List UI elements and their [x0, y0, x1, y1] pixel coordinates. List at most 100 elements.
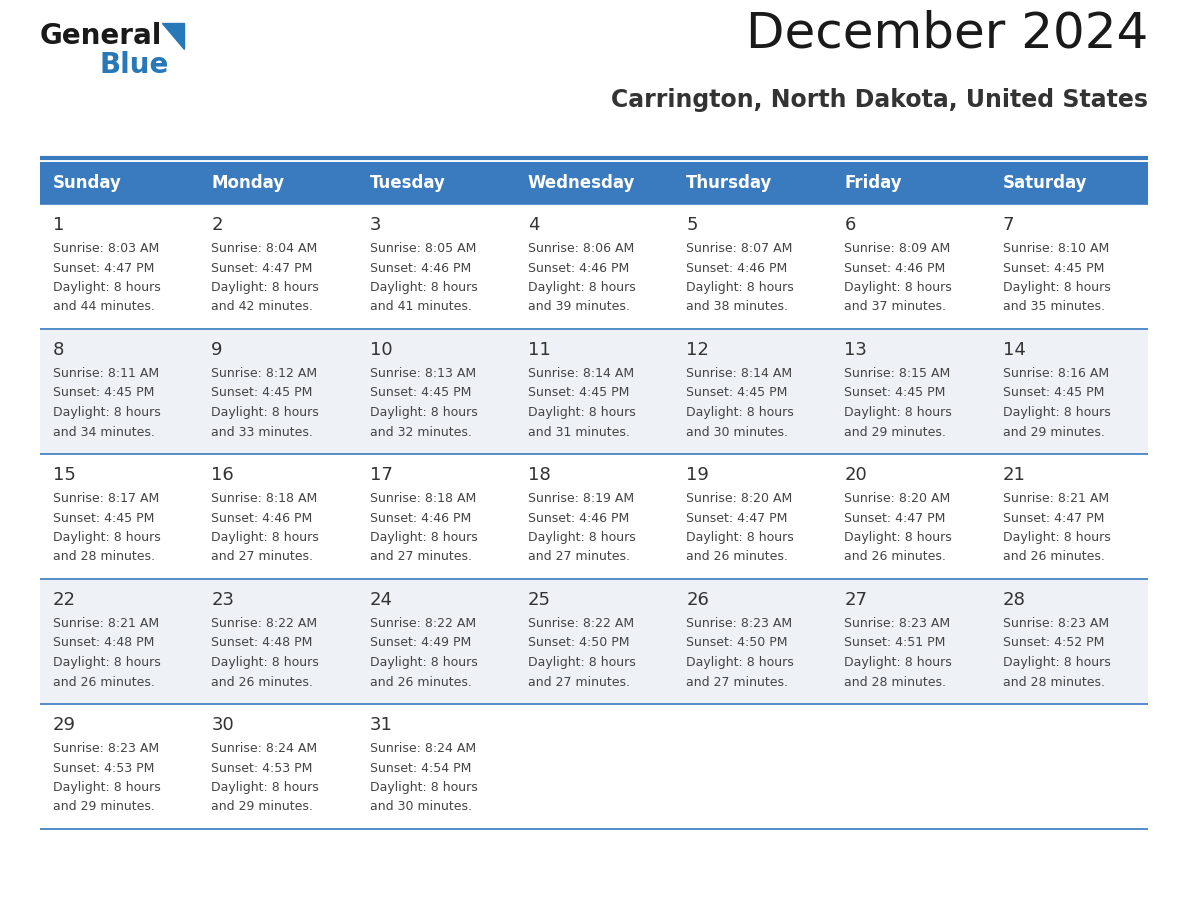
- Text: Sunset: 4:45 PM: Sunset: 4:45 PM: [53, 386, 154, 399]
- Text: 20: 20: [845, 466, 867, 484]
- Text: 21: 21: [1003, 466, 1025, 484]
- Text: Sunrise: 8:06 AM: Sunrise: 8:06 AM: [527, 242, 634, 255]
- Text: Daylight: 8 hours: Daylight: 8 hours: [211, 281, 320, 294]
- Text: Sunrise: 8:22 AM: Sunrise: 8:22 AM: [211, 617, 317, 630]
- Text: 30: 30: [211, 716, 234, 734]
- Text: and 29 minutes.: and 29 minutes.: [1003, 426, 1105, 439]
- Text: Daylight: 8 hours: Daylight: 8 hours: [527, 531, 636, 544]
- Text: Carrington, North Dakota, United States: Carrington, North Dakota, United States: [611, 88, 1148, 112]
- Text: and 28 minutes.: and 28 minutes.: [845, 676, 947, 688]
- Text: Daylight: 8 hours: Daylight: 8 hours: [369, 406, 478, 419]
- Text: Sunset: 4:45 PM: Sunset: 4:45 PM: [527, 386, 630, 399]
- Text: 25: 25: [527, 591, 551, 609]
- Text: 1: 1: [53, 216, 64, 234]
- Text: 23: 23: [211, 591, 234, 609]
- Text: and 28 minutes.: and 28 minutes.: [53, 551, 154, 564]
- Text: 11: 11: [527, 341, 550, 359]
- Text: Daylight: 8 hours: Daylight: 8 hours: [53, 656, 160, 669]
- Text: Sunrise: 8:23 AM: Sunrise: 8:23 AM: [687, 617, 792, 630]
- Text: Sunset: 4:46 PM: Sunset: 4:46 PM: [211, 511, 312, 524]
- Text: 3: 3: [369, 216, 381, 234]
- Text: Sunrise: 8:12 AM: Sunrise: 8:12 AM: [211, 367, 317, 380]
- Text: 17: 17: [369, 466, 392, 484]
- Text: and 41 minutes.: and 41 minutes.: [369, 300, 472, 314]
- Text: Daylight: 8 hours: Daylight: 8 hours: [845, 406, 952, 419]
- Polygon shape: [162, 23, 184, 49]
- Text: Sunset: 4:53 PM: Sunset: 4:53 PM: [53, 762, 154, 775]
- Text: Daylight: 8 hours: Daylight: 8 hours: [211, 531, 320, 544]
- Bar: [40, 162, 1148, 204]
- Text: Sunset: 4:46 PM: Sunset: 4:46 PM: [369, 511, 470, 524]
- Text: and 32 minutes.: and 32 minutes.: [369, 426, 472, 439]
- Text: Sunrise: 8:03 AM: Sunrise: 8:03 AM: [53, 242, 159, 255]
- Text: Sunrise: 8:15 AM: Sunrise: 8:15 AM: [845, 367, 950, 380]
- Text: Sunset: 4:49 PM: Sunset: 4:49 PM: [369, 636, 470, 650]
- Text: 13: 13: [845, 341, 867, 359]
- Text: Sunset: 4:52 PM: Sunset: 4:52 PM: [1003, 636, 1104, 650]
- Text: and 37 minutes.: and 37 minutes.: [845, 300, 947, 314]
- Text: Sunrise: 8:23 AM: Sunrise: 8:23 AM: [53, 742, 159, 755]
- Text: and 27 minutes.: and 27 minutes.: [369, 551, 472, 564]
- Text: Daylight: 8 hours: Daylight: 8 hours: [53, 781, 160, 794]
- Bar: [40, 704, 1148, 829]
- Text: 31: 31: [369, 716, 392, 734]
- Text: Daylight: 8 hours: Daylight: 8 hours: [1003, 281, 1111, 294]
- Text: Daylight: 8 hours: Daylight: 8 hours: [1003, 531, 1111, 544]
- Text: 15: 15: [53, 466, 76, 484]
- Text: Sunrise: 8:10 AM: Sunrise: 8:10 AM: [1003, 242, 1108, 255]
- Text: 26: 26: [687, 591, 709, 609]
- Text: Daylight: 8 hours: Daylight: 8 hours: [687, 406, 794, 419]
- Text: Monday: Monday: [211, 174, 284, 192]
- Text: and 34 minutes.: and 34 minutes.: [53, 426, 154, 439]
- Text: 24: 24: [369, 591, 392, 609]
- Bar: [40, 329, 1148, 454]
- Text: Daylight: 8 hours: Daylight: 8 hours: [211, 656, 320, 669]
- Text: Sunrise: 8:20 AM: Sunrise: 8:20 AM: [845, 492, 950, 505]
- Text: Daylight: 8 hours: Daylight: 8 hours: [845, 656, 952, 669]
- Text: and 26 minutes.: and 26 minutes.: [53, 676, 154, 688]
- Text: Sunset: 4:47 PM: Sunset: 4:47 PM: [211, 262, 312, 274]
- Text: Sunset: 4:46 PM: Sunset: 4:46 PM: [687, 262, 788, 274]
- Text: Daylight: 8 hours: Daylight: 8 hours: [845, 531, 952, 544]
- Text: 10: 10: [369, 341, 392, 359]
- Text: Sunset: 4:46 PM: Sunset: 4:46 PM: [527, 262, 630, 274]
- Text: Daylight: 8 hours: Daylight: 8 hours: [211, 781, 320, 794]
- Text: and 29 minutes.: and 29 minutes.: [53, 800, 154, 813]
- Text: December 2024: December 2024: [746, 10, 1148, 58]
- Text: and 26 minutes.: and 26 minutes.: [687, 551, 788, 564]
- Text: Sunset: 4:51 PM: Sunset: 4:51 PM: [845, 636, 946, 650]
- Text: Daylight: 8 hours: Daylight: 8 hours: [369, 281, 478, 294]
- Text: and 26 minutes.: and 26 minutes.: [1003, 551, 1105, 564]
- Text: and 26 minutes.: and 26 minutes.: [845, 551, 947, 564]
- Text: Sunset: 4:45 PM: Sunset: 4:45 PM: [845, 386, 946, 399]
- Text: General: General: [40, 22, 163, 50]
- Text: and 27 minutes.: and 27 minutes.: [211, 551, 314, 564]
- Text: Daylight: 8 hours: Daylight: 8 hours: [527, 656, 636, 669]
- Text: Sunset: 4:45 PM: Sunset: 4:45 PM: [53, 511, 154, 524]
- Text: Friday: Friday: [845, 174, 902, 192]
- Text: Sunset: 4:50 PM: Sunset: 4:50 PM: [687, 636, 788, 650]
- Text: and 26 minutes.: and 26 minutes.: [211, 676, 314, 688]
- Text: and 29 minutes.: and 29 minutes.: [845, 426, 947, 439]
- Text: Sunrise: 8:16 AM: Sunrise: 8:16 AM: [1003, 367, 1108, 380]
- Text: Sunset: 4:47 PM: Sunset: 4:47 PM: [53, 262, 154, 274]
- Text: 4: 4: [527, 216, 539, 234]
- Text: and 27 minutes.: and 27 minutes.: [527, 676, 630, 688]
- Text: Saturday: Saturday: [1003, 174, 1087, 192]
- Text: 19: 19: [687, 466, 709, 484]
- Text: Sunrise: 8:23 AM: Sunrise: 8:23 AM: [1003, 617, 1108, 630]
- Text: and 35 minutes.: and 35 minutes.: [1003, 300, 1105, 314]
- Text: 6: 6: [845, 216, 855, 234]
- Text: Sunset: 4:47 PM: Sunset: 4:47 PM: [1003, 511, 1104, 524]
- Text: Sunrise: 8:18 AM: Sunrise: 8:18 AM: [211, 492, 317, 505]
- Text: and 39 minutes.: and 39 minutes.: [527, 300, 630, 314]
- Text: Daylight: 8 hours: Daylight: 8 hours: [1003, 656, 1111, 669]
- Text: and 30 minutes.: and 30 minutes.: [687, 426, 788, 439]
- Text: 9: 9: [211, 341, 223, 359]
- Text: Daylight: 8 hours: Daylight: 8 hours: [687, 531, 794, 544]
- Text: Sunrise: 8:14 AM: Sunrise: 8:14 AM: [687, 367, 792, 380]
- Text: Sunday: Sunday: [53, 174, 122, 192]
- Text: Sunset: 4:48 PM: Sunset: 4:48 PM: [211, 636, 312, 650]
- Text: Sunset: 4:45 PM: Sunset: 4:45 PM: [369, 386, 470, 399]
- Text: Sunset: 4:45 PM: Sunset: 4:45 PM: [1003, 386, 1104, 399]
